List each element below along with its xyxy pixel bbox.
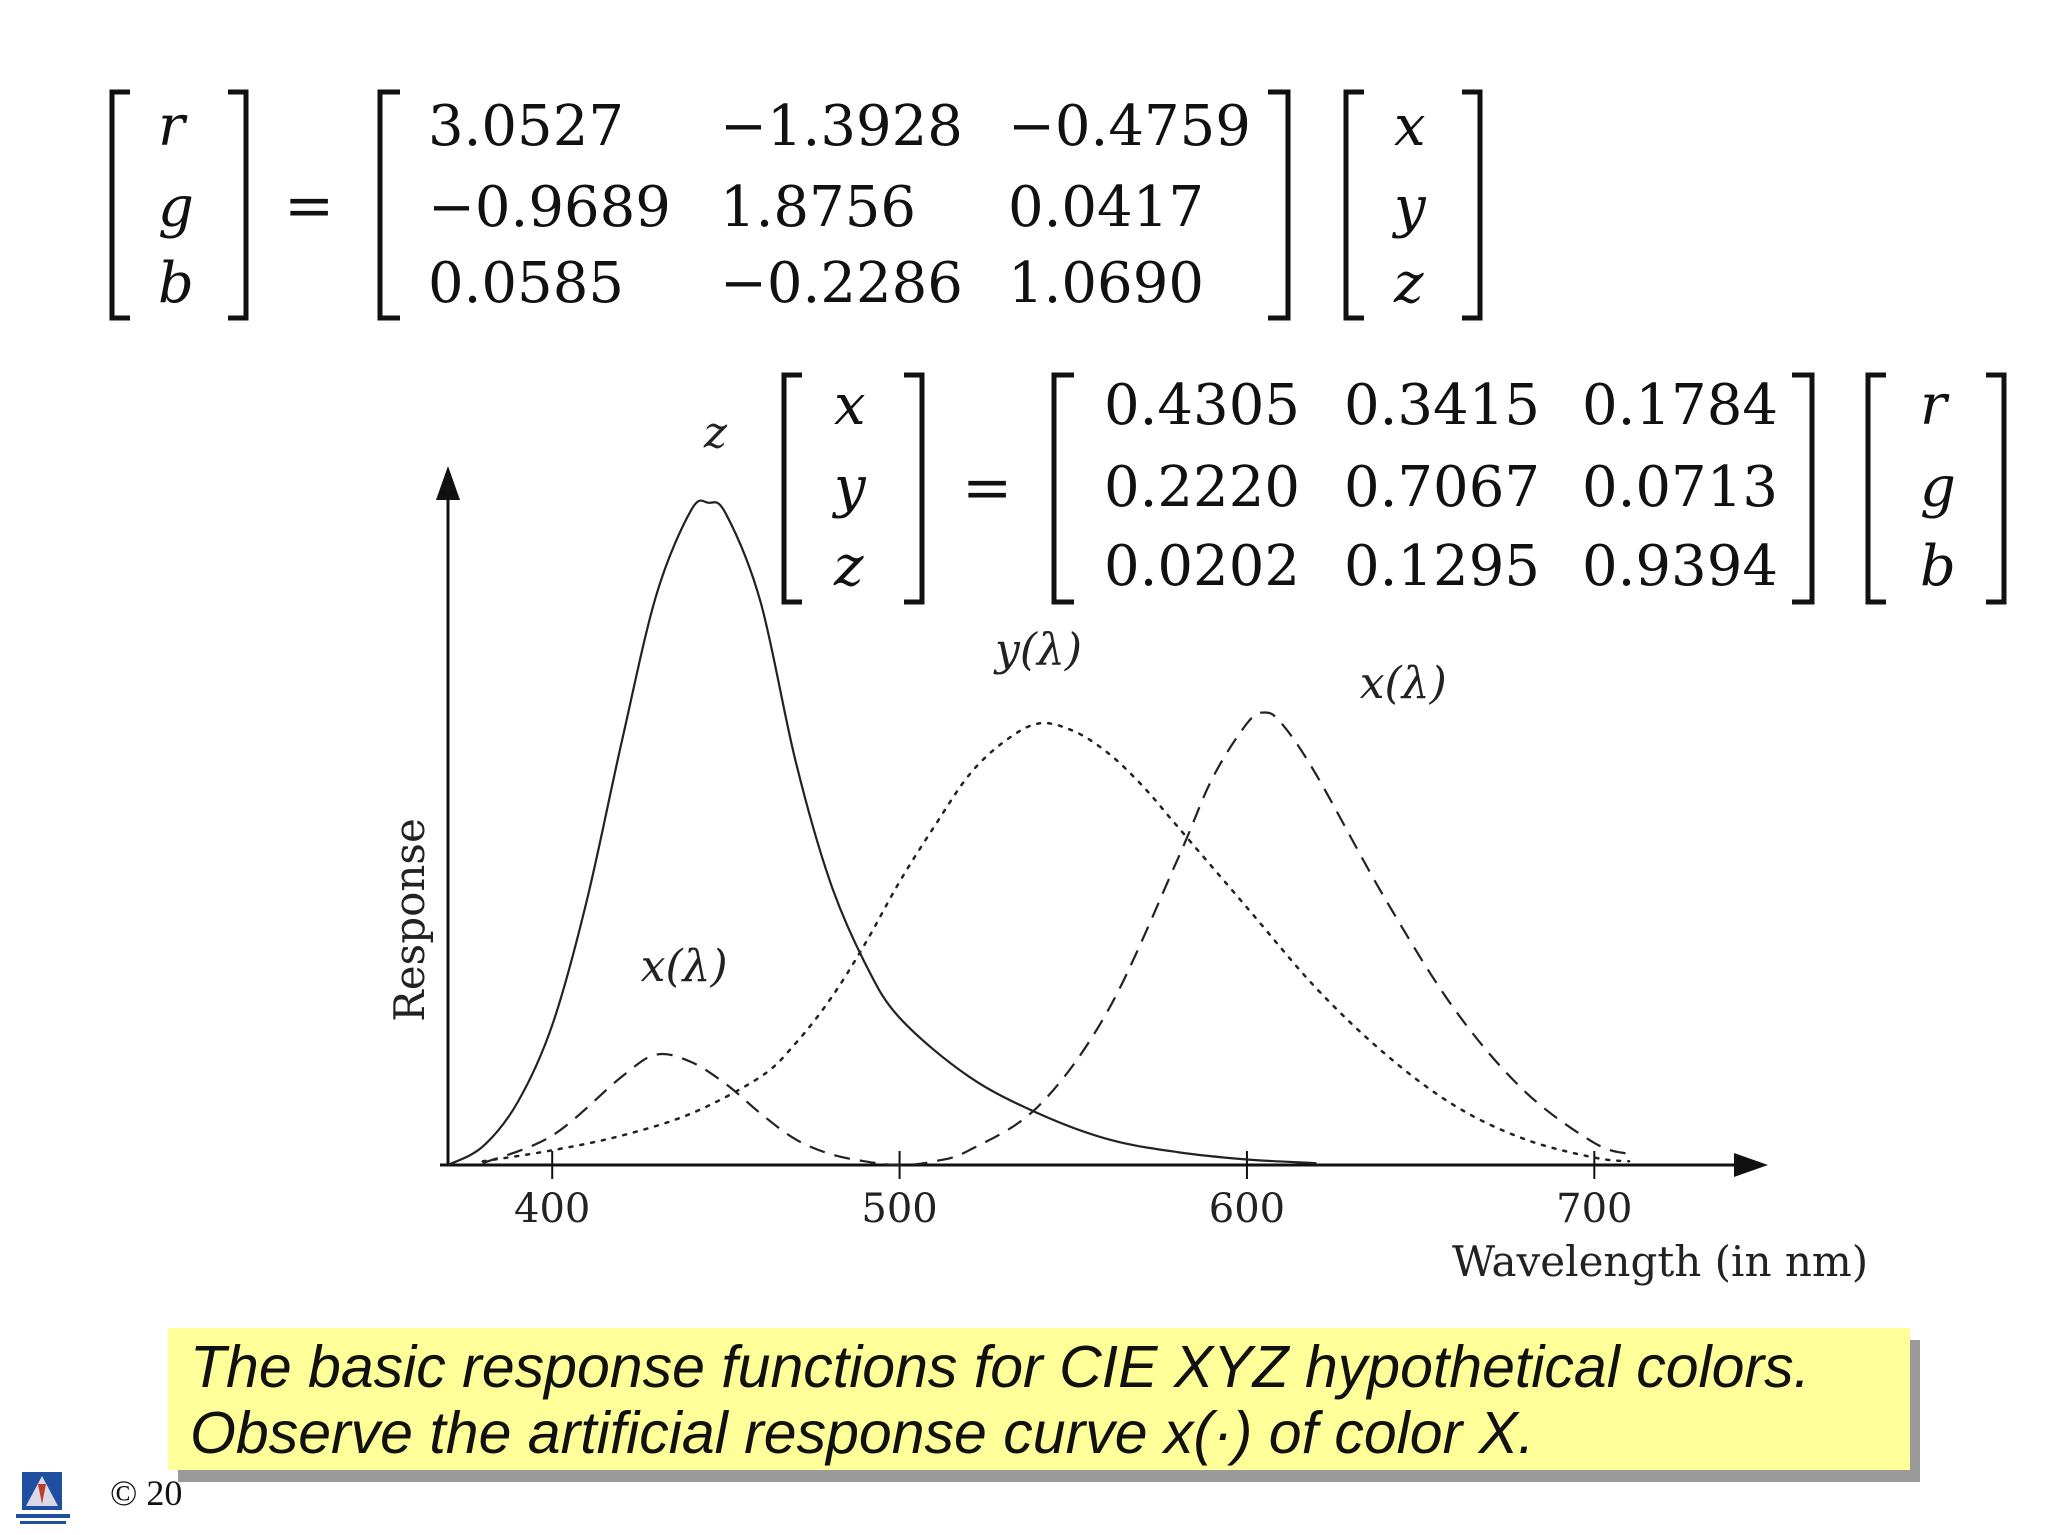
ecole-polytechnique-logo-icon — [16, 1472, 70, 1524]
bracket-matrix-1 — [377, 89, 1291, 321]
m1-r0c0: 3.0527 — [428, 94, 624, 159]
caption-line-1: The basic response functions for CIE XYZ… — [190, 1334, 1810, 1400]
m1-r1c0: −0.9689 — [428, 175, 671, 240]
m1-r2c0: 0.0585 — [428, 251, 624, 316]
m2-r1c1: 0.7067 — [1344, 455, 1540, 520]
rhs1-x: x — [1394, 94, 1426, 159]
rhs2-g: g — [1920, 455, 1956, 520]
matrix-equation-2: x y z = 0.4305 0.3415 0.1784 0.2220 0.70… — [781, 372, 2007, 605]
x-tick-label: 700 — [1556, 1186, 1632, 1232]
m2-r0c1: 0.3415 — [1344, 373, 1540, 438]
x-axis-title: Wavelength (in nm) — [1452, 1237, 1868, 1286]
bracket-left-lhs-2 — [781, 372, 925, 605]
response-chart: 400 500 600 700 z x(λ) y(λ) x(λ) Wavelength (i… — [385, 408, 1868, 1286]
caption-line-2: Observe the artificial response curve x(… — [190, 1400, 1535, 1466]
m2-r0c2: 0.1784 — [1582, 373, 1778, 438]
footer-copyright: © 20 — [110, 1473, 183, 1513]
bracket-left-lhs-1 — [109, 89, 249, 321]
curve-label: z — [703, 408, 728, 459]
series-line-0 — [447, 499, 1317, 1166]
bracket-rhs-2 — [1865, 372, 2007, 605]
m2-r2c0: 0.0202 — [1104, 534, 1300, 599]
m2-r2c2: 0.9394 — [1582, 534, 1778, 599]
m1-r2c2: 1.0690 — [1008, 251, 1204, 316]
y-axis-title: Response — [385, 818, 434, 1022]
curve-label: x(λ) — [1360, 658, 1447, 709]
y-axis-arrow-icon — [436, 466, 460, 500]
lhs1-g: g — [158, 175, 194, 240]
equals-sign-2: = — [962, 453, 1012, 523]
rhs1-z: z — [1393, 251, 1424, 316]
series-group — [447, 499, 1631, 1167]
m1-r0c2: −0.4759 — [1008, 94, 1251, 159]
lhs1-b: b — [158, 251, 194, 316]
m2-r2c1: 0.1295 — [1344, 534, 1540, 599]
lhs2-y: y — [831, 455, 867, 520]
m1-r2c1: −0.2286 — [720, 251, 963, 316]
annotation-group: z x(λ) y(λ) x(λ) — [641, 408, 1447, 992]
x-tick-label: 400 — [514, 1186, 590, 1232]
lhs1-r: r — [158, 94, 188, 159]
m1-r0c1: −1.3928 — [720, 94, 963, 159]
bracket-rhs-1 — [1343, 89, 1483, 321]
rhs2-r: r — [1920, 373, 1950, 438]
m2-r1c0: 0.2220 — [1104, 455, 1300, 520]
m2-r1c2: 0.0713 — [1582, 455, 1778, 520]
rhs1-y: y — [1391, 175, 1427, 240]
x-tick-label: 500 — [861, 1186, 937, 1232]
matrix-equation-1: r g b = 3.0527 −1.3928 −0.4759 −0.9689 1… — [109, 89, 1483, 321]
curve-label: x(λ) — [641, 941, 728, 992]
equals-sign-1: = — [284, 171, 334, 241]
caption-box: The basic response functions for CIE XYZ… — [168, 1328, 1910, 1470]
curve-label: y(λ) — [993, 625, 1082, 676]
lhs2-x: x — [834, 373, 866, 438]
series-line-1 — [482, 711, 1630, 1167]
x-axis-arrow-icon — [1734, 1153, 1768, 1177]
m1-r1c2: 0.0417 — [1008, 175, 1204, 240]
rhs2-b: b — [1920, 534, 1956, 599]
bracket-matrix-2 — [1051, 372, 1815, 605]
m2-r0c0: 0.4305 — [1104, 373, 1300, 438]
x-tick-label: 600 — [1209, 1186, 1285, 1232]
x-ticks: 400 500 600 700 — [514, 1151, 1632, 1232]
m1-r1c1: 1.8756 — [720, 175, 916, 240]
lhs2-z: z — [833, 534, 864, 599]
